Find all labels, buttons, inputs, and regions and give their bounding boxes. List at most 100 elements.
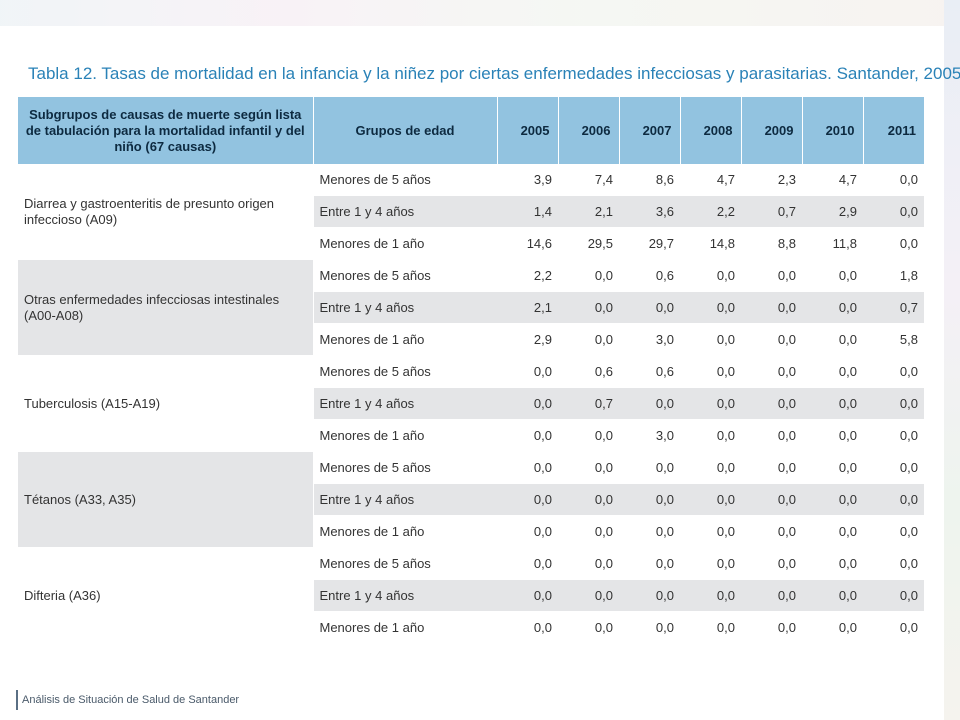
- rate-cell: 0,0: [558, 419, 619, 452]
- rate-cell: 0,0: [680, 547, 741, 580]
- header-year: 2007: [619, 97, 681, 164]
- rate-cell: 0,0: [497, 387, 558, 420]
- rate-cell: 0,0: [802, 419, 863, 452]
- header-year: 2009: [741, 97, 803, 164]
- rate-cell: 3,6: [619, 195, 680, 228]
- cause-cell: Tétanos (A33, A35): [18, 451, 313, 548]
- rate-cell: 0,0: [741, 387, 802, 420]
- rate-cell: 0,0: [680, 323, 741, 356]
- rate-cell: 0,0: [497, 611, 558, 644]
- rate-cell: 0,0: [680, 355, 741, 388]
- table-row: Tétanos (A33, A35) Menores de 5 años 0,0 0,…: [18, 451, 924, 548]
- rate-cell: 0,6: [619, 355, 680, 388]
- rate-cell: 0,0: [619, 483, 680, 516]
- age-group-cell: Entre 1 y 4 años: [312, 387, 497, 420]
- rate-cell: 0,0: [680, 419, 741, 452]
- rate-cell: 0,0: [863, 419, 924, 452]
- mortality-table: Subgrupos de causas de muerte según list…: [18, 97, 924, 644]
- rate-cell: 0,0: [619, 547, 680, 580]
- rate-cell: 0,0: [558, 323, 619, 356]
- age-group-cell: Menores de 1 año: [312, 323, 497, 356]
- rate-cell: 0,0: [741, 451, 802, 484]
- cause-cell: Tuberculosis (A15-A19): [18, 355, 313, 452]
- rate-cell: 0,0: [741, 291, 802, 324]
- cause-cell: Otras enfermedades infecciosas intestina…: [18, 259, 313, 356]
- rate-cell: 0,0: [619, 387, 680, 420]
- rate-cell: 0,0: [863, 451, 924, 484]
- age-group-cell: Menores de 1 año: [312, 611, 497, 644]
- top-decoration: [0, 0, 960, 26]
- rate-cell: 0,0: [680, 611, 741, 644]
- table-row: Menores de 1 año 2,9 0,0 3,0 0,0 0,0 0,0 5,8: [18, 323, 924, 356]
- rate-cell: 0,0: [619, 515, 680, 548]
- rate-cell: 0,0: [619, 451, 680, 484]
- rate-cell: 0,0: [741, 483, 802, 516]
- table-row: Difteria (A36) Menores de 5 años 0,0 0,0 0,0…: [18, 547, 924, 644]
- rate-cell: 0,0: [680, 579, 741, 612]
- footer-accent-bar: [16, 690, 18, 710]
- rate-cell: 2,3: [741, 164, 802, 196]
- rate-cell: 0,0: [558, 579, 619, 612]
- rate-cell: 0,0: [619, 291, 680, 324]
- rate-cell: 0,0: [680, 291, 741, 324]
- rate-cell: 0,6: [619, 259, 680, 292]
- rate-cell: 2,9: [802, 195, 863, 228]
- table-row: Tuberculosis (A15-A19) Menores de 5 años 0…: [18, 355, 924, 452]
- rate-cell: 0,0: [558, 515, 619, 548]
- rate-cell: 0,0: [558, 611, 619, 644]
- rate-cell: 14,6: [497, 227, 558, 260]
- table-row: Entre 1 y 4 años 0,0 0,0 0,0 0,0 0,0 0,0 0,0: [18, 483, 924, 516]
- rate-cell: 8,6: [619, 164, 680, 196]
- rate-cell: 0,0: [741, 323, 802, 356]
- rate-cell: 0,0: [863, 164, 924, 196]
- rate-cell: 4,7: [680, 164, 741, 196]
- age-group-cell: Menores de 5 años: [312, 355, 497, 388]
- age-group-cell: Entre 1 y 4 años: [312, 195, 497, 228]
- header-row: Subgrupos de causas de muerte según list…: [18, 97, 924, 164]
- rate-cell: 0,0: [802, 483, 863, 516]
- header-age-group: Grupos de edad: [313, 97, 498, 164]
- header-year: 2010: [802, 97, 864, 164]
- rate-cell: 29,7: [619, 227, 680, 260]
- rate-cell: 0,0: [497, 451, 558, 484]
- rate-cell: 0,0: [741, 355, 802, 388]
- rate-cell: 0,0: [680, 387, 741, 420]
- rate-cell: 4,7: [802, 164, 863, 196]
- rate-cell: 0,0: [680, 483, 741, 516]
- rate-cell: 14,8: [680, 227, 741, 260]
- rate-cell: 0,7: [558, 387, 619, 420]
- rate-cell: 0,0: [802, 515, 863, 548]
- rate-cell: 0,0: [863, 515, 924, 548]
- rate-cell: 0,0: [741, 611, 802, 644]
- rate-cell: 0,0: [802, 387, 863, 420]
- age-group-cell: Entre 1 y 4 años: [312, 291, 497, 324]
- table-row: Entre 1 y 4 años 0,0 0,0 0,0 0,0 0,0 0,0 0,0: [18, 579, 924, 612]
- table-row: Diarrea y gastroenteritis de presunto or…: [18, 164, 924, 260]
- table-row: Menores de 1 año 14,6 29,5 29,7 14,8 8,8 11,8 0…: [18, 227, 924, 260]
- rate-cell: 0,0: [863, 355, 924, 388]
- rate-cell: 0,0: [802, 323, 863, 356]
- rate-cell: 3,0: [619, 323, 680, 356]
- rate-cell: 1,8: [863, 259, 924, 292]
- rate-cell: 0,0: [802, 291, 863, 324]
- rate-cell: 0,0: [497, 355, 558, 388]
- rate-cell: 0,0: [497, 483, 558, 516]
- rate-cell: 0,0: [863, 483, 924, 516]
- rate-cell: 0,0: [497, 579, 558, 612]
- cause-cell: Diarrea y gastroenteritis de presunto or…: [18, 164, 313, 260]
- table-title: Tabla 12. Tasas de mortalidad en la infa…: [28, 64, 960, 83]
- rate-cell: 0,0: [497, 547, 558, 580]
- rate-cell: 0,0: [802, 611, 863, 644]
- header-cause: Subgrupos de causas de muerte según list…: [18, 97, 314, 164]
- table-row: Entre 1 y 4 años 1,4 2,1 3,6 2,2 0,7 2,9 0,0: [18, 195, 924, 228]
- rate-cell: 11,8: [802, 227, 863, 260]
- rate-cell: 0,0: [802, 547, 863, 580]
- right-decoration: [944, 0, 960, 720]
- rate-cell: 0,7: [741, 195, 802, 228]
- header-year: 2006: [558, 97, 620, 164]
- rate-cell: 2,2: [497, 259, 558, 292]
- table-row: Menores de 1 año 0,0 0,0 3,0 0,0 0,0 0,0 0,0: [18, 419, 924, 452]
- rate-cell: 0,0: [741, 259, 802, 292]
- rate-cell: 0,0: [497, 419, 558, 452]
- rate-cell: 0,0: [863, 387, 924, 420]
